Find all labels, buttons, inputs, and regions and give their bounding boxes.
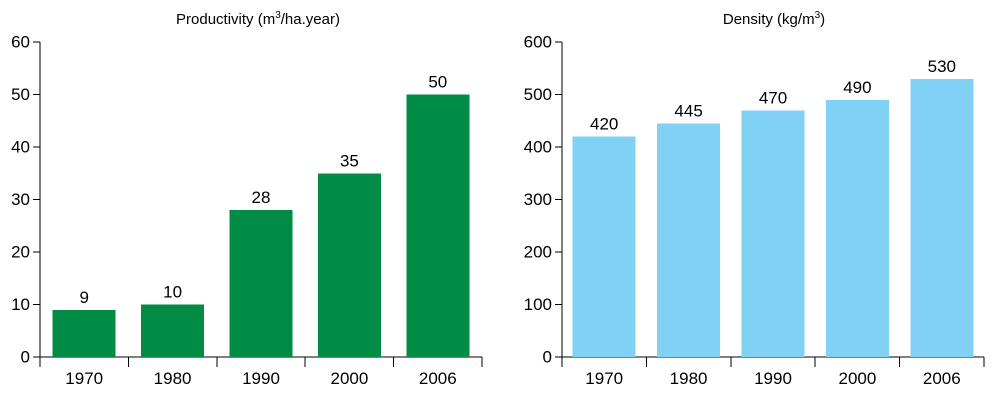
data-label: 9: [79, 288, 88, 307]
x-tick-label: 1980: [670, 369, 708, 388]
productivity-chart-title: Productivity (m3/ha.year): [176, 10, 340, 28]
x-tick-label: 2000: [838, 369, 876, 388]
data-label: 530: [928, 57, 956, 76]
bar: [657, 123, 721, 357]
x-tick-label: 1990: [754, 369, 792, 388]
x-tick-label: 1990: [242, 369, 280, 388]
x-tick-label: 2006: [419, 369, 457, 388]
bar: [317, 173, 381, 357]
y-tick-label: 500: [524, 85, 552, 104]
x-tick-label: 2006: [923, 369, 961, 388]
x-tick-label: 2000: [330, 369, 368, 388]
y-tick-label: 200: [524, 243, 552, 262]
y-tick-label: 400: [524, 138, 552, 157]
y-tick-label: 30: [11, 190, 30, 209]
bar: [825, 99, 889, 357]
y-tick-label: 60: [11, 33, 30, 52]
bar: [910, 78, 974, 357]
y-tick-label: 600: [524, 33, 552, 52]
bar: [229, 210, 293, 357]
bar: [406, 94, 470, 357]
density-chart: Density (kg/m3) 0 100 200 300 400 500 600 420 19…: [524, 10, 985, 388]
x-tick-label: 1970: [65, 369, 103, 388]
y-tick-label: 20: [11, 243, 30, 262]
bar: [141, 304, 205, 357]
bar: [52, 309, 116, 357]
y-tick-label: 300: [524, 190, 552, 209]
bar: [572, 136, 636, 357]
productivity-plot-area: 0 10 20 30 40 50 60 9 1970 10 1980 28 1990 35 2000 50 20…: [11, 33, 483, 388]
y-tick-label: 100: [524, 295, 552, 314]
data-label: 490: [843, 78, 871, 97]
y-tick-label: 40: [11, 138, 30, 157]
productivity-chart: Productivity (m3/ha.year) 0 10 20 30 40 50 60 9…: [11, 10, 483, 388]
y-tick-label: 50: [11, 85, 30, 104]
data-label: 420: [590, 115, 618, 134]
bar: [741, 110, 805, 357]
density-plot-area: 0 100 200 300 400 500 600 420 1970 445 1980 470 1990…: [524, 33, 985, 388]
data-label: 35: [340, 151, 359, 170]
x-tick-label: 1970: [585, 369, 623, 388]
data-label: 10: [163, 283, 182, 302]
y-tick-label: 0: [543, 348, 552, 367]
data-label: 50: [428, 73, 447, 92]
y-tick-label: 10: [11, 295, 30, 314]
y-tick-label: 0: [21, 348, 30, 367]
x-tick-label: 1980: [154, 369, 192, 388]
density-chart-title: Density (kg/m3): [723, 10, 825, 28]
data-label: 470: [759, 88, 787, 107]
data-label: 28: [252, 188, 271, 207]
data-label: 445: [674, 101, 702, 120]
